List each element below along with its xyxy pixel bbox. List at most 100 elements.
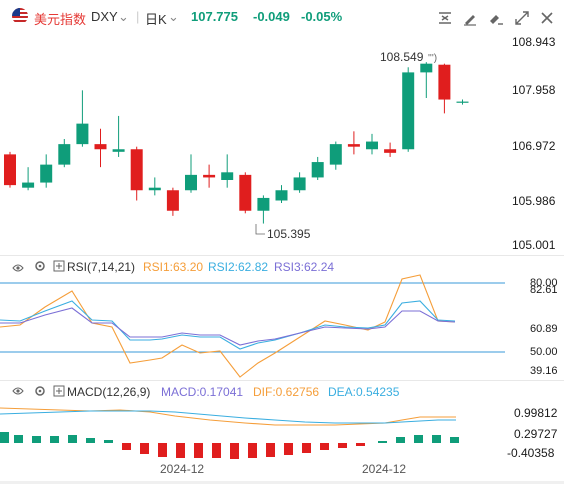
high-marker: ''') — [428, 53, 437, 64]
macd-bar — [14, 435, 23, 443]
candle-body — [148, 187, 161, 191]
macd-bar — [86, 438, 95, 443]
rsi-axis-label: 60.89 — [530, 323, 558, 335]
macd-bar — [414, 435, 423, 443]
candle-body — [185, 174, 197, 191]
close-icon[interactable] — [538, 9, 556, 27]
x-axis-label: 2024-12 — [160, 462, 205, 476]
macd-bar — [302, 443, 311, 453]
price-axis-label: 107.958 — [512, 83, 556, 97]
macd-bar — [230, 443, 239, 459]
candle-body — [4, 154, 16, 186]
candle-body — [438, 64, 451, 100]
eye-icon[interactable] — [12, 385, 24, 397]
macd-bar — [356, 443, 365, 446]
candle-body — [275, 190, 288, 201]
candle-body — [311, 162, 324, 178]
candle-body — [130, 149, 143, 191]
rsi1-line — [0, 274, 456, 378]
dea-value: DEA:0.54235 — [328, 385, 400, 399]
rsi2-line — [0, 300, 456, 350]
macd-bar — [338, 443, 347, 448]
instrument-title[interactable]: 美元指数 — [34, 12, 87, 27]
edit-icon[interactable] — [487, 9, 505, 27]
candle-body — [166, 190, 179, 211]
candle-body — [456, 101, 469, 103]
macd-bar — [450, 437, 459, 443]
rsi-header — [12, 260, 24, 274]
rsi-axis-label: 50.00 — [530, 346, 558, 358]
settings-icon[interactable] — [34, 385, 46, 397]
eye-icon[interactable] — [12, 262, 24, 274]
settings-icon[interactable] — [34, 260, 46, 272]
macd-bar — [248, 443, 257, 458]
candle-body — [329, 144, 342, 165]
rsi-title[interactable]: RSI(7,14,21) — [67, 260, 136, 274]
candle-body — [347, 144, 360, 147]
draw-icon[interactable] — [461, 9, 479, 27]
price-axis-label: 106.972 — [512, 139, 556, 153]
x-axis-label: 2024-12 — [362, 462, 407, 476]
divider: | — [136, 9, 140, 24]
us-flag-icon — [12, 8, 28, 24]
macd-bar — [396, 437, 405, 443]
candle-body — [384, 149, 397, 153]
rsi-chart[interactable] — [0, 255, 505, 380]
price-change: -0.049 — [253, 9, 290, 24]
macd-chart[interactable] — [0, 380, 505, 460]
rsi-axis-label: 39.16 — [530, 365, 558, 377]
candle-body — [22, 182, 35, 188]
expand-icon[interactable] — [436, 9, 454, 27]
last-price: 107.775 — [191, 9, 238, 24]
dea-line — [0, 410, 456, 424]
candle-body — [257, 197, 270, 211]
fullscreen-icon[interactable] — [513, 9, 531, 27]
rsi-axis-label: 82.61 — [530, 284, 558, 296]
low-marker — [255, 224, 265, 235]
rsi1-value: RSI1:63.20 — [143, 260, 204, 274]
macd-axis-label: 0.29727 — [514, 427, 558, 441]
rsi2-value: RSI2:62.82 — [208, 260, 269, 274]
candle-body — [366, 141, 378, 150]
macd-axis-label: -0.40358 — [507, 446, 555, 460]
candle-body — [94, 144, 107, 150]
macd-bar — [212, 443, 221, 458]
candlestick-chart[interactable]: 108.549 ''') 105.395 — [0, 34, 505, 256]
rsi3-value: RSI3:62.24 — [274, 260, 335, 274]
high-annotation: 108.549 — [380, 50, 424, 64]
macd-value: MACD:0.17041 — [161, 385, 244, 399]
macd-bar — [104, 440, 113, 443]
candle-body — [112, 149, 125, 152]
chevron-down-icon[interactable]: ⌄ — [118, 9, 129, 24]
symbol-label[interactable]: DXY — [91, 9, 118, 24]
candle-body — [402, 72, 415, 150]
macd-bar — [378, 441, 387, 443]
dif-value: DIF:0.62756 — [253, 385, 320, 399]
period-selector[interactable]: 日K — [145, 12, 167, 27]
price-axis-label: 108.943 — [512, 35, 556, 49]
rsi3-line — [0, 307, 456, 346]
chevron-down-icon[interactable]: ⌄ — [168, 9, 179, 24]
rsi-axis-label: 80.00 — [530, 277, 558, 289]
candle-body — [239, 174, 252, 211]
macd-bar — [68, 435, 77, 443]
price-axis-label: 105.001 — [512, 238, 556, 252]
macd-bar — [176, 443, 185, 458]
candle-body — [221, 172, 234, 180]
macd-bar — [32, 436, 41, 443]
macd-bar — [140, 443, 149, 454]
macd-bar — [284, 443, 293, 455]
macd-title[interactable]: MACD(12,26,9) — [67, 385, 151, 399]
macd-axis-label: 0.99812 — [514, 406, 558, 420]
macd-bar — [194, 443, 203, 458]
macd-bar — [320, 443, 329, 450]
add-indicator-icon[interactable] — [53, 385, 65, 397]
macd-bar — [266, 443, 275, 457]
add-indicator-icon[interactable] — [53, 260, 65, 272]
pane-divider — [0, 255, 564, 256]
candle-body — [58, 144, 71, 165]
candle-body — [76, 123, 89, 145]
bottom-scrollbar[interactable] — [0, 481, 564, 484]
price-axis-label: 105.986 — [512, 194, 556, 208]
macd-bar — [0, 432, 9, 443]
